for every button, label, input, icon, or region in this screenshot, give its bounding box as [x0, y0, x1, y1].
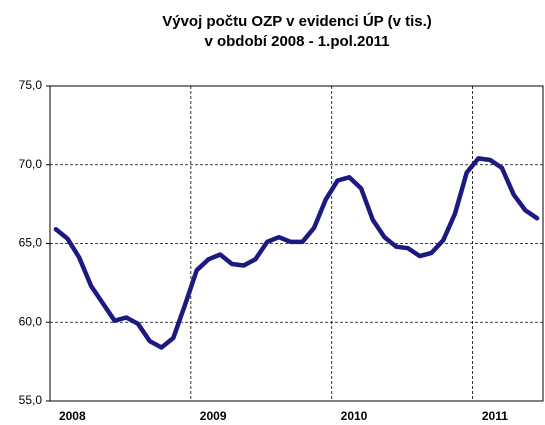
data-line	[53, 156, 540, 350]
chart-title: Vývoj počtu OZP v evidenci ÚP (v tis.)	[162, 12, 432, 30]
x-tick-label: 2010	[341, 409, 368, 423]
x-tick-label: 2008	[59, 409, 86, 423]
chart-subtitle: v období 2008 - 1.pol.2011	[204, 33, 389, 50]
y-tick-label: 75,0	[19, 78, 43, 92]
y-tick-label: 55,0	[19, 393, 43, 407]
y-tick-label: 60,0	[19, 314, 43, 328]
plot-border	[49, 85, 544, 402]
x-tick-label: 2011	[482, 409, 508, 423]
x-tick-label: 2009	[200, 409, 227, 423]
y-tick-label: 65,0	[19, 236, 43, 250]
y-tick-label: 70,0	[19, 157, 43, 171]
